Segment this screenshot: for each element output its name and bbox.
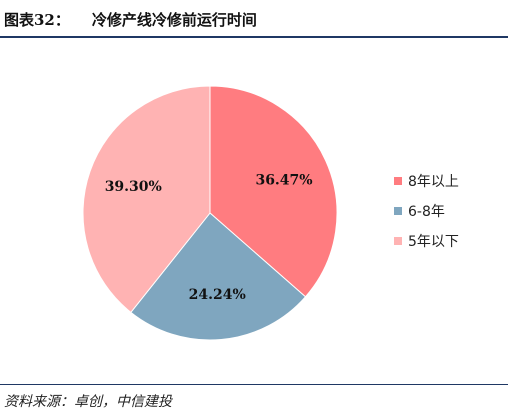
pie-data-label-3: 39.30%: [105, 179, 162, 195]
chart-legend: 8年以上 6-8年 5年以下: [394, 172, 459, 262]
pie-slice-1: [209, 85, 338, 298]
legend-swatch: [394, 177, 402, 185]
pie-data-labels: 36.47% 24.24% 39.30%: [105, 172, 313, 302]
figure-title: 图表32： 冷修产线冷修前运行时间: [4, 9, 257, 30]
pie-data-label-2: 24.24%: [189, 287, 246, 303]
pie-slice-2: [130, 212, 307, 341]
legend-item-2: 6-8年: [394, 202, 459, 232]
header-rule: [0, 36, 508, 38]
footer-rule: [0, 384, 508, 385]
legend-swatch: [394, 207, 402, 215]
pie-slices: [82, 85, 338, 341]
source-note: 资料来源：卓创，中信建投: [4, 394, 172, 410]
pie-data-label-1: 36.47%: [255, 172, 312, 188]
legend-swatch: [394, 237, 402, 245]
legend-item-1: 8年以上: [394, 172, 459, 202]
pie-chart: 36.47% 24.24% 39.30%: [82, 85, 338, 341]
figure-header: 图表32： 冷修产线冷修前运行时间: [0, 0, 508, 36]
legend-label: 8年以上: [408, 174, 459, 190]
figure-label: 图表32：: [4, 11, 70, 29]
legend-label: 6-8年: [408, 204, 445, 220]
pie-slice-3: [82, 85, 211, 314]
chart-title: 冷修产线冷修前运行时间: [91, 11, 257, 29]
legend-label: 5年以下: [408, 234, 459, 250]
legend-item-3: 5年以下: [394, 232, 459, 262]
